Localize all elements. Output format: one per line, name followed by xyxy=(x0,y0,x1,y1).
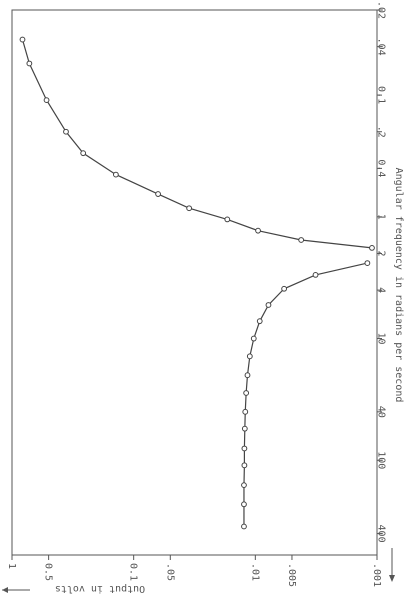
data-point xyxy=(298,237,305,243)
frequency-tick-label: .04 xyxy=(376,38,387,56)
data-point xyxy=(112,171,119,178)
output-tick-label: .05 xyxy=(164,563,175,581)
data-point xyxy=(186,205,193,212)
data-point xyxy=(255,227,261,234)
data-point xyxy=(241,523,247,530)
data-point xyxy=(241,445,248,452)
frequency-axis-label: Angular frequency in radians per second xyxy=(393,168,404,403)
series-2-line xyxy=(243,262,368,527)
data-point xyxy=(265,302,272,308)
data-point xyxy=(364,260,371,266)
frequency-tick-label: .02 xyxy=(376,1,387,19)
data-point xyxy=(26,60,33,67)
output-tick-label: 0.5 xyxy=(43,563,54,581)
output-tick-label: .01 xyxy=(249,563,260,581)
frequency-tick-label: 4 xyxy=(376,287,387,293)
frequency-tick-label: 0.4 xyxy=(376,159,387,177)
data-point xyxy=(241,462,248,469)
frequency-axis-ticks: .02 .04 0.1 .2 0.4 1 2 4 10 40 100 400 xyxy=(376,1,387,543)
data-point xyxy=(241,425,248,432)
output-axis-arrowhead xyxy=(2,587,8,593)
data-point xyxy=(369,244,375,251)
output-axis-ticks: 1 0.5 0.1 .05 .01 .005 .001 xyxy=(6,555,382,587)
frequency-tick-label: 1 xyxy=(376,214,387,220)
data-point xyxy=(242,408,249,415)
series-group xyxy=(19,36,375,530)
frequency-tick-label: 40 xyxy=(376,406,387,418)
output-axis-label: Output in volts xyxy=(55,583,145,594)
data-point xyxy=(155,191,161,197)
frequency-tick-label: .2 xyxy=(376,126,387,138)
data-point xyxy=(80,150,87,157)
data-point xyxy=(241,501,247,508)
frequency-tick-label: 400 xyxy=(376,525,387,543)
data-point xyxy=(281,285,288,292)
data-point xyxy=(19,36,26,43)
data-point xyxy=(243,390,250,396)
series-1-line xyxy=(21,39,373,249)
data-point xyxy=(312,271,319,278)
data-point xyxy=(224,216,231,223)
data-point xyxy=(250,335,257,342)
frequency-tick-label: 10 xyxy=(376,333,387,345)
data-point xyxy=(241,482,247,489)
data-point xyxy=(256,318,263,325)
plot-frame xyxy=(11,9,378,556)
frequency-tick-label: 0.1 xyxy=(376,86,387,104)
output-tick-label: 1 xyxy=(6,563,17,569)
frequency-tick-label: 2 xyxy=(376,250,387,256)
frequency-tick-label: 100 xyxy=(376,451,387,469)
data-point xyxy=(244,372,251,379)
data-point xyxy=(246,353,253,360)
output-tick-label: .001 xyxy=(371,563,382,587)
frequency-axis-arrowhead xyxy=(389,575,395,582)
data-point xyxy=(63,128,69,135)
data-point xyxy=(43,97,50,104)
output-tick-label: 0.1 xyxy=(128,563,139,581)
output-tick-label: .005 xyxy=(286,563,297,587)
